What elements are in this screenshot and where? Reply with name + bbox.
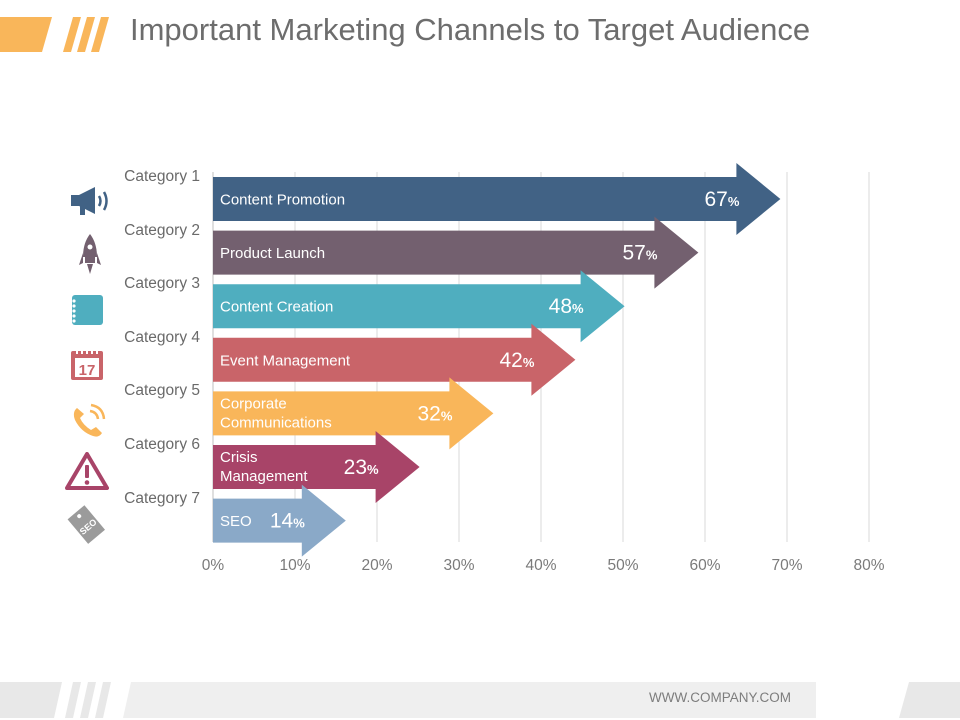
- bar-label: Content Creation: [220, 299, 333, 316]
- bar-value-label: 57%: [622, 242, 657, 265]
- notepad-icon: [72, 295, 103, 325]
- bar-arrow: [213, 216, 699, 289]
- seo-tag-icon: SEO: [67, 505, 105, 544]
- bar-label: Management: [220, 468, 308, 485]
- bar-value-label: 14%: [270, 510, 305, 533]
- footer-decoration: [0, 682, 960, 718]
- x-tick-label: 40%: [525, 557, 556, 574]
- bars: Content Promotion 67% Product Launch 57% Con…: [213, 163, 781, 557]
- x-tick-label: 10%: [279, 557, 310, 574]
- bar-arrow: [213, 270, 625, 343]
- bar-label: Product Launch: [220, 245, 325, 262]
- bar-arrow: [213, 377, 494, 450]
- bar-arrow: [213, 163, 781, 235]
- x-tick-label: 60%: [689, 557, 720, 574]
- bar-value-label: 23%: [344, 456, 379, 479]
- category-label: Category 6: [124, 436, 200, 453]
- bar-label: Content Promotion: [220, 192, 345, 209]
- category-label: Category 5: [124, 382, 200, 400]
- bar-value-label: 32%: [417, 402, 452, 425]
- calendar-icon: 17: [71, 348, 103, 380]
- category-label: Category 4: [124, 328, 200, 346]
- svg-text:17: 17: [79, 362, 96, 379]
- category-label: Category 1: [124, 168, 200, 185]
- warning-icon: [65, 452, 109, 490]
- bar-label: Crisis: [220, 449, 258, 466]
- bar-label: Corporate: [220, 395, 287, 412]
- x-tick-label: 30%: [443, 557, 474, 574]
- x-tick-label: 50%: [607, 557, 638, 574]
- x-tick-label: 20%: [361, 557, 392, 574]
- bar-arrow: [213, 484, 346, 557]
- x-tick-label: 0%: [202, 557, 225, 574]
- x-axis-ticks: 0% 10% 20% 30% 40% 50% 60% 70% 80%: [202, 557, 885, 574]
- x-tick-label: 80%: [853, 557, 884, 574]
- bar-value-label: 42%: [499, 349, 534, 372]
- x-tick-label: 70%: [771, 557, 802, 574]
- rocket-icon: [79, 234, 101, 274]
- megaphone-icon: [71, 187, 108, 215]
- category-label: Category 3: [124, 275, 200, 293]
- bar-arrow: [213, 323, 576, 396]
- phone-icon: [73, 403, 106, 437]
- bar-label: Communications: [220, 414, 332, 431]
- footer-url: WWW.COMPANY.COM: [649, 690, 791, 705]
- bar-arrow: [213, 431, 420, 503]
- bar-label: SEO: [220, 513, 252, 530]
- title-accent-decoration: [0, 17, 109, 52]
- bar-label: Event Management: [220, 352, 351, 369]
- category-label: Category 2: [124, 221, 200, 239]
- bar-value-label: 48%: [549, 295, 584, 318]
- page-title: Important Marketing Channels to Target A…: [130, 12, 811, 47]
- bar-value-label: 67%: [704, 188, 739, 211]
- category-label: Category 7: [124, 489, 200, 507]
